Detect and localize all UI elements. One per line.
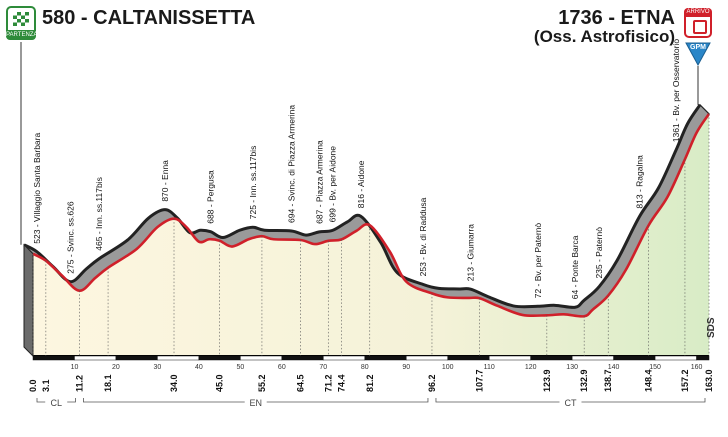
province-label-bg bbox=[244, 396, 267, 408]
waypoint-label: 687 - Piazza Armerina bbox=[314, 140, 324, 224]
km-label: 45.0 bbox=[215, 374, 225, 392]
km-scale-segment bbox=[406, 355, 448, 361]
axis-tick-label: 20 bbox=[112, 364, 120, 371]
axis-tick-label: 100 bbox=[442, 364, 454, 371]
axis-tick-label: 110 bbox=[484, 364, 495, 371]
axis-tick-label: 120 bbox=[525, 364, 537, 371]
km-label: 123.9 bbox=[542, 369, 552, 392]
km-scale-segment bbox=[571, 355, 614, 361]
province-label-bg bbox=[559, 396, 582, 408]
km-scale-segment bbox=[447, 355, 490, 361]
km-label: 71.2 bbox=[323, 374, 333, 392]
km-scale-segment bbox=[240, 355, 283, 361]
km-scale-segment bbox=[32, 355, 75, 361]
profile-area bbox=[33, 113, 709, 356]
km-label: 132.9 bbox=[579, 369, 589, 392]
waypoint-label: 72 - Bv. per Paternò bbox=[533, 223, 543, 299]
finish-badge-label: ARRIVO bbox=[684, 8, 712, 17]
axis-tick-label: 130 bbox=[566, 364, 578, 371]
km-label: 81.2 bbox=[365, 374, 375, 392]
waypoint-label: 253 - Bv. di Raddusa bbox=[418, 197, 428, 276]
km-scale-segment bbox=[696, 355, 710, 361]
waypoint-label: 523 - Villaggio Santa Barbara bbox=[32, 133, 42, 244]
waypoint-label: 64 - Ponte Barca bbox=[570, 235, 580, 299]
waypoint-label: 275 - Svinc. ss.626 bbox=[65, 201, 75, 274]
km-label: 34.0 bbox=[169, 374, 179, 392]
km-scale-segment bbox=[613, 355, 656, 361]
km-label: 11.2 bbox=[74, 375, 84, 392]
axis-tick-label: 70 bbox=[319, 364, 327, 371]
km-label: 107.7 bbox=[475, 369, 485, 392]
axis-tick-label: 10 bbox=[71, 364, 79, 371]
waypoint-label: 870 - Enna bbox=[160, 160, 170, 202]
province-label-bg bbox=[45, 396, 68, 408]
km-label: 3.1 bbox=[41, 379, 51, 392]
km-scale-segment bbox=[74, 355, 117, 361]
axis-tick-label: 50 bbox=[236, 364, 244, 371]
km-label: 157.2 bbox=[680, 369, 690, 392]
route-line bbox=[32, 113, 711, 318]
waypoint-label: 688 - Pergusa bbox=[206, 170, 216, 224]
km-scale-segment bbox=[323, 355, 366, 361]
axis-tick-label: 160 bbox=[691, 364, 703, 371]
gpm-climb-icon: GPM bbox=[685, 42, 711, 67]
axis-tick-label: 80 bbox=[361, 364, 369, 371]
km-scale-segment bbox=[115, 355, 158, 361]
km-scale-segment bbox=[198, 355, 241, 361]
waypoint-label: 235 - Paternò bbox=[594, 227, 604, 279]
province-label: CT bbox=[564, 398, 576, 408]
waypoint-label: 699 - Bv. per Aidone bbox=[328, 146, 338, 223]
start-flag-icon: PARTENZA bbox=[6, 6, 38, 40]
axis-tick-label: 150 bbox=[649, 364, 661, 371]
waypoint-label: 813 - Ragalna bbox=[634, 155, 644, 209]
km-label: 163.0 bbox=[704, 369, 714, 392]
province-label: EN bbox=[249, 398, 262, 408]
profile-start-wall bbox=[23, 243, 34, 358]
waypoint-label: 694 - Svinc. di Piazza Armerina bbox=[286, 105, 296, 223]
km-label: 0.0 bbox=[28, 379, 38, 392]
waypoint-label: 213 - Giumarra bbox=[466, 224, 476, 281]
sds-watermark: SDS bbox=[706, 317, 717, 338]
km-label: 55.2 bbox=[257, 374, 267, 392]
km-label: 18.1 bbox=[103, 374, 113, 392]
waypoint-label: 1361 - Bv. per Osservatorio bbox=[671, 39, 681, 143]
axis-tick-label: 90 bbox=[402, 364, 410, 371]
km-scale-segment bbox=[157, 355, 200, 361]
axis-tick-label: 40 bbox=[195, 364, 203, 371]
km-label: 148.4 bbox=[643, 369, 653, 392]
waypoint-label: 816 - Aidone bbox=[356, 160, 366, 208]
waypoint-label: 725 - Inn. ss.117bis bbox=[248, 146, 258, 220]
finish-location-subtitle: (Oss. Astrofisico) bbox=[533, 27, 675, 46]
km-scale-segment bbox=[364, 355, 407, 361]
km-scale-segment bbox=[488, 355, 531, 361]
finish-location-title: 1736 - ETNA bbox=[558, 7, 675, 29]
axis-tick-label: 140 bbox=[608, 364, 620, 371]
province-label: CL bbox=[50, 398, 62, 408]
axis-tick-label: 30 bbox=[154, 364, 162, 371]
finish-flag-icon: ARRIVO bbox=[684, 8, 712, 38]
gpm-badge-label: GPM bbox=[690, 44, 706, 51]
start-location-title: 580 - CALTANISSETTA bbox=[42, 7, 256, 29]
km-label: 74.4 bbox=[337, 374, 347, 392]
km-scale-segment bbox=[530, 355, 573, 361]
km-scale-segment bbox=[654, 355, 697, 361]
km-label: 138.7 bbox=[603, 369, 613, 392]
axis-tick-label: 60 bbox=[278, 364, 286, 371]
waypoint-label: 465 - Inn. ss.117bis bbox=[94, 177, 104, 251]
start-badge-label: PARTENZA bbox=[6, 30, 38, 40]
km-scale-segment bbox=[281, 355, 324, 361]
km-label: 96.2 bbox=[427, 374, 437, 392]
profile-ridge-line bbox=[23, 104, 702, 309]
km-label: 64.5 bbox=[295, 374, 305, 392]
